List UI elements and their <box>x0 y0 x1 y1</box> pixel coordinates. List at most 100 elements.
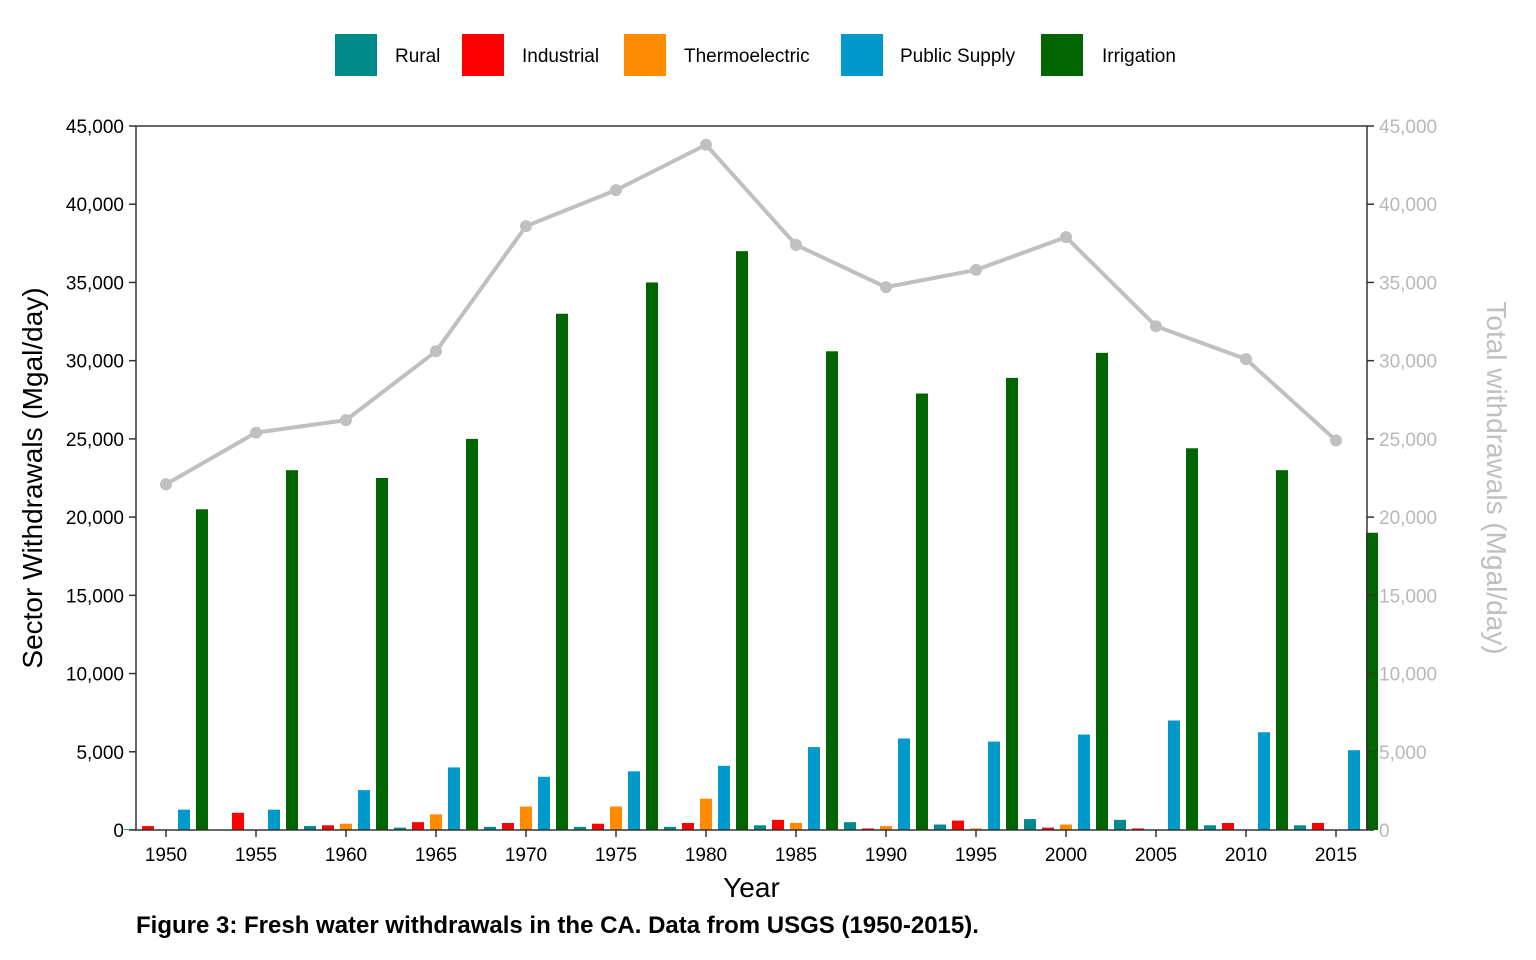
bar-thermoelectric-2000 <box>1060 824 1072 830</box>
bar-irrigation-1965 <box>466 438 478 830</box>
bar-thermoelectric-1980 <box>700 798 712 830</box>
bar-public-supply-1970 <box>538 776 550 830</box>
figure-caption: Figure 3: Fresh water withdrawals in the… <box>136 912 979 939</box>
legend-swatch-rural <box>335 34 377 76</box>
x-tick-label: 1975 <box>595 845 637 866</box>
bar-industrial-1960 <box>322 825 334 830</box>
y-tick-label: 30,000 <box>66 352 124 373</box>
bar-public-supply-2000 <box>1078 734 1090 830</box>
x-tick-label: 2005 <box>1135 845 1177 866</box>
y2-tick-label: 0 <box>1379 821 1390 842</box>
bar-rural-1960 <box>304 826 316 830</box>
bar-irrigation-1975 <box>646 282 658 830</box>
y2-tick-label: 45,000 <box>1379 117 1437 138</box>
bar-irrigation-1955 <box>286 470 298 830</box>
axes: 0 0 5,000 5,000 10,000 10,000 15,000 15,000 20,0… <box>66 117 1437 866</box>
x-tick-label: 1950 <box>145 845 187 866</box>
bar-irrigation-1950 <box>196 509 208 830</box>
total-point-1980 <box>700 138 712 151</box>
bar-rural-1995 <box>934 824 946 830</box>
bar-rural-1980 <box>664 826 676 830</box>
bar-irrigation-1980 <box>736 251 748 831</box>
bar-industrial-2005 <box>1132 828 1144 830</box>
bar-industrial-1995 <box>952 820 964 830</box>
y-tick-label: 40,000 <box>66 195 124 216</box>
bar-industrial-1970 <box>502 822 514 830</box>
x-tick-label: 2000 <box>1045 845 1087 866</box>
bar-irrigation-1985 <box>826 351 838 830</box>
total-point-1960 <box>340 414 352 427</box>
legend-swatch-thermoelectric <box>624 34 666 76</box>
plot-border <box>135 125 1368 831</box>
bar-irrigation-1960 <box>376 478 388 830</box>
legend-label-irrigation: Irrigation <box>1102 46 1176 67</box>
y-tick-label: 10,000 <box>66 665 124 686</box>
bar-thermoelectric-1985 <box>790 822 802 830</box>
x-tick-label: 1955 <box>235 845 277 866</box>
y2-tick-label: 20,000 <box>1379 508 1437 529</box>
y2-tick-label: 5,000 <box>1379 743 1427 764</box>
bar-public-supply-1975 <box>628 771 640 830</box>
total-point-1985 <box>790 238 802 251</box>
bar-industrial-2015 <box>1312 822 1324 830</box>
y2-tick-label: 10,000 <box>1379 665 1437 686</box>
bar-public-supply-2015 <box>1348 750 1360 830</box>
bar-public-supply-1995 <box>988 741 1000 830</box>
bar-public-supply-1950 <box>178 809 190 830</box>
bar-industrial-1965 <box>412 822 424 830</box>
x-tick-label: 1965 <box>415 845 457 866</box>
x-tick-label: 1970 <box>505 845 547 866</box>
x-tick-label: 1990 <box>865 845 907 866</box>
bar-rural-2005 <box>1114 819 1126 830</box>
bar-thermoelectric-1970 <box>520 806 532 830</box>
legend-swatch-irrigation <box>1041 34 1083 76</box>
bar-industrial-1955 <box>232 812 244 830</box>
x-axis-title: Year <box>723 872 780 903</box>
total-line-group <box>160 138 1342 491</box>
bar-thermoelectric-1995 <box>970 828 982 830</box>
bar-public-supply-1980 <box>718 765 730 830</box>
bar-irrigation-1995 <box>1006 377 1018 830</box>
bar-irrigation-2010 <box>1276 470 1288 830</box>
bar-rural-1970 <box>484 826 496 830</box>
bar-industrial-2000 <box>1042 827 1054 830</box>
bar-public-supply-1965 <box>448 767 460 830</box>
bar-industrial-1975 <box>592 823 604 830</box>
bar-industrial-1990 <box>862 828 874 830</box>
total-line <box>165 142 1338 486</box>
y-tick-label: 20,000 <box>66 508 124 529</box>
bar-public-supply-2005 <box>1168 720 1180 830</box>
bar-industrial-1985 <box>772 819 784 830</box>
y2-axis-title: Total withdrawals (Mgal/day) <box>1481 301 1512 654</box>
total-point-1950 <box>160 478 172 491</box>
bar-industrial-1980 <box>682 822 694 830</box>
legend-label-public-supply: Public Supply <box>900 46 1016 67</box>
bar-group <box>124 251 1378 831</box>
bar-rural-1985 <box>754 825 766 830</box>
y2-tick-label: 15,000 <box>1379 586 1437 607</box>
total-point-1955 <box>250 426 262 439</box>
bar-thermoelectric-1960 <box>340 823 352 830</box>
total-point-1990 <box>880 281 892 294</box>
bar-irrigation-1990 <box>916 393 928 830</box>
total-point-1965 <box>430 345 442 358</box>
bar-rural-2010 <box>1204 825 1216 830</box>
bar-public-supply-2010 <box>1258 732 1270 830</box>
bar-public-supply-1990 <box>898 738 910 830</box>
total-point-1995 <box>970 263 982 276</box>
bar-irrigation-1970 <box>556 313 568 830</box>
bar-irrigation-2015 <box>1366 532 1378 830</box>
y2-tick-label: 25,000 <box>1379 430 1437 451</box>
y2-tick-label: 40,000 <box>1379 195 1437 216</box>
bar-public-supply-1985 <box>808 747 820 830</box>
x-tick-label: 1985 <box>775 845 817 866</box>
bar-public-supply-1955 <box>268 809 280 830</box>
total-point-2015 <box>1330 434 1342 447</box>
total-point-1975 <box>610 184 622 197</box>
bar-industrial-1950 <box>142 826 154 830</box>
bar-thermoelectric-1990 <box>880 826 892 830</box>
y-tick-label: 45,000 <box>66 117 124 138</box>
y-tick-label: 15,000 <box>66 586 124 607</box>
legend-label-industrial: Industrial <box>522 46 599 67</box>
